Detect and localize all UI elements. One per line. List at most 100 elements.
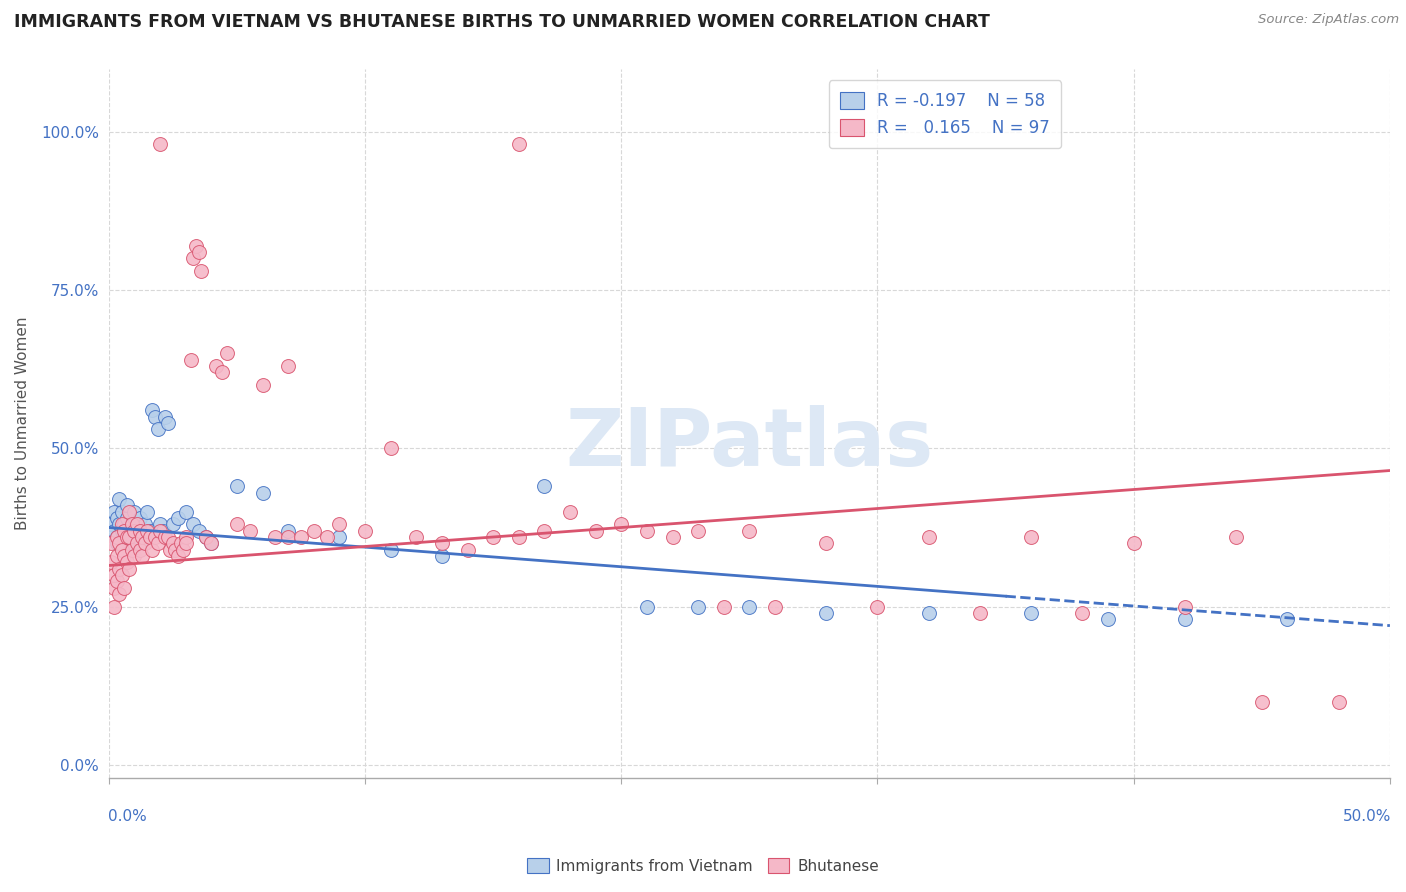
Point — [125, 536, 148, 550]
Point — [115, 530, 138, 544]
Point — [688, 599, 710, 614]
Point — [111, 568, 134, 582]
Point — [636, 599, 658, 614]
Point — [169, 536, 191, 550]
Point — [108, 517, 131, 532]
Point — [139, 530, 162, 544]
Point — [482, 530, 505, 544]
Point — [162, 517, 184, 532]
Point — [105, 536, 128, 550]
Point — [103, 568, 125, 582]
Point — [108, 491, 131, 506]
Point — [190, 264, 212, 278]
Point — [1277, 612, 1299, 626]
Point — [195, 530, 218, 544]
Point — [610, 517, 633, 532]
Point — [636, 524, 658, 538]
Point — [112, 524, 135, 538]
Point — [121, 530, 143, 544]
Point — [121, 542, 143, 557]
Point — [226, 479, 249, 493]
Point — [205, 359, 228, 373]
Point — [128, 524, 150, 538]
Point — [149, 137, 172, 152]
Point — [152, 524, 174, 538]
Point — [143, 530, 166, 544]
Point — [585, 524, 607, 538]
Point — [174, 530, 197, 544]
Point — [146, 422, 169, 436]
Point — [187, 524, 209, 538]
Point — [174, 536, 197, 550]
Point — [128, 536, 150, 550]
Point — [661, 530, 683, 544]
Point — [124, 524, 146, 538]
Point — [112, 549, 135, 563]
Point — [111, 524, 134, 538]
Point — [763, 599, 786, 614]
Text: 0.0%: 0.0% — [107, 809, 146, 824]
Point — [136, 524, 159, 538]
Point — [149, 524, 172, 538]
Point — [141, 542, 163, 557]
Point — [277, 530, 299, 544]
Point — [112, 517, 135, 532]
Point — [103, 599, 125, 614]
Point — [380, 542, 402, 557]
Point — [125, 517, 148, 532]
Point — [108, 536, 131, 550]
Point — [108, 562, 131, 576]
Point — [124, 524, 146, 538]
Point — [239, 524, 262, 538]
Point — [430, 536, 453, 550]
Point — [105, 574, 128, 589]
Point — [200, 536, 222, 550]
Point — [115, 499, 138, 513]
Point — [558, 505, 581, 519]
Point — [380, 442, 402, 456]
Point — [183, 517, 205, 532]
Point — [533, 524, 555, 538]
Point — [162, 536, 184, 550]
Text: IMMIGRANTS FROM VIETNAM VS BHUTANESE BIRTHS TO UNMARRIED WOMEN CORRELATION CHART: IMMIGRANTS FROM VIETNAM VS BHUTANESE BIR… — [14, 13, 990, 31]
Point — [1225, 530, 1247, 544]
Point — [195, 530, 218, 544]
Point — [111, 517, 134, 532]
Point — [115, 511, 138, 525]
Point — [1019, 606, 1042, 620]
Point — [457, 542, 479, 557]
Point — [100, 555, 122, 569]
Point — [134, 536, 156, 550]
Point — [315, 530, 337, 544]
Point — [1250, 695, 1272, 709]
Point — [131, 524, 153, 538]
Point — [159, 542, 181, 557]
Point — [103, 505, 125, 519]
Point — [167, 511, 190, 525]
Point — [118, 530, 141, 544]
Point — [252, 378, 274, 392]
Point — [1174, 612, 1197, 626]
Point — [264, 530, 287, 544]
Point — [105, 530, 128, 544]
Point — [121, 517, 143, 532]
Point — [121, 517, 143, 532]
Point — [124, 505, 146, 519]
Point — [174, 505, 197, 519]
Point — [134, 517, 156, 532]
Point — [103, 524, 125, 538]
Point — [100, 536, 122, 550]
Point — [118, 505, 141, 519]
Point — [118, 536, 141, 550]
Point — [815, 536, 838, 550]
Point — [187, 245, 209, 260]
Point — [103, 581, 125, 595]
Point — [149, 517, 172, 532]
Point — [180, 352, 202, 367]
Text: Source: ZipAtlas.com: Source: ZipAtlas.com — [1258, 13, 1399, 27]
Point — [508, 530, 530, 544]
Point — [290, 530, 312, 544]
Point — [918, 530, 941, 544]
Point — [713, 599, 735, 614]
Text: 50.0%: 50.0% — [1343, 809, 1391, 824]
